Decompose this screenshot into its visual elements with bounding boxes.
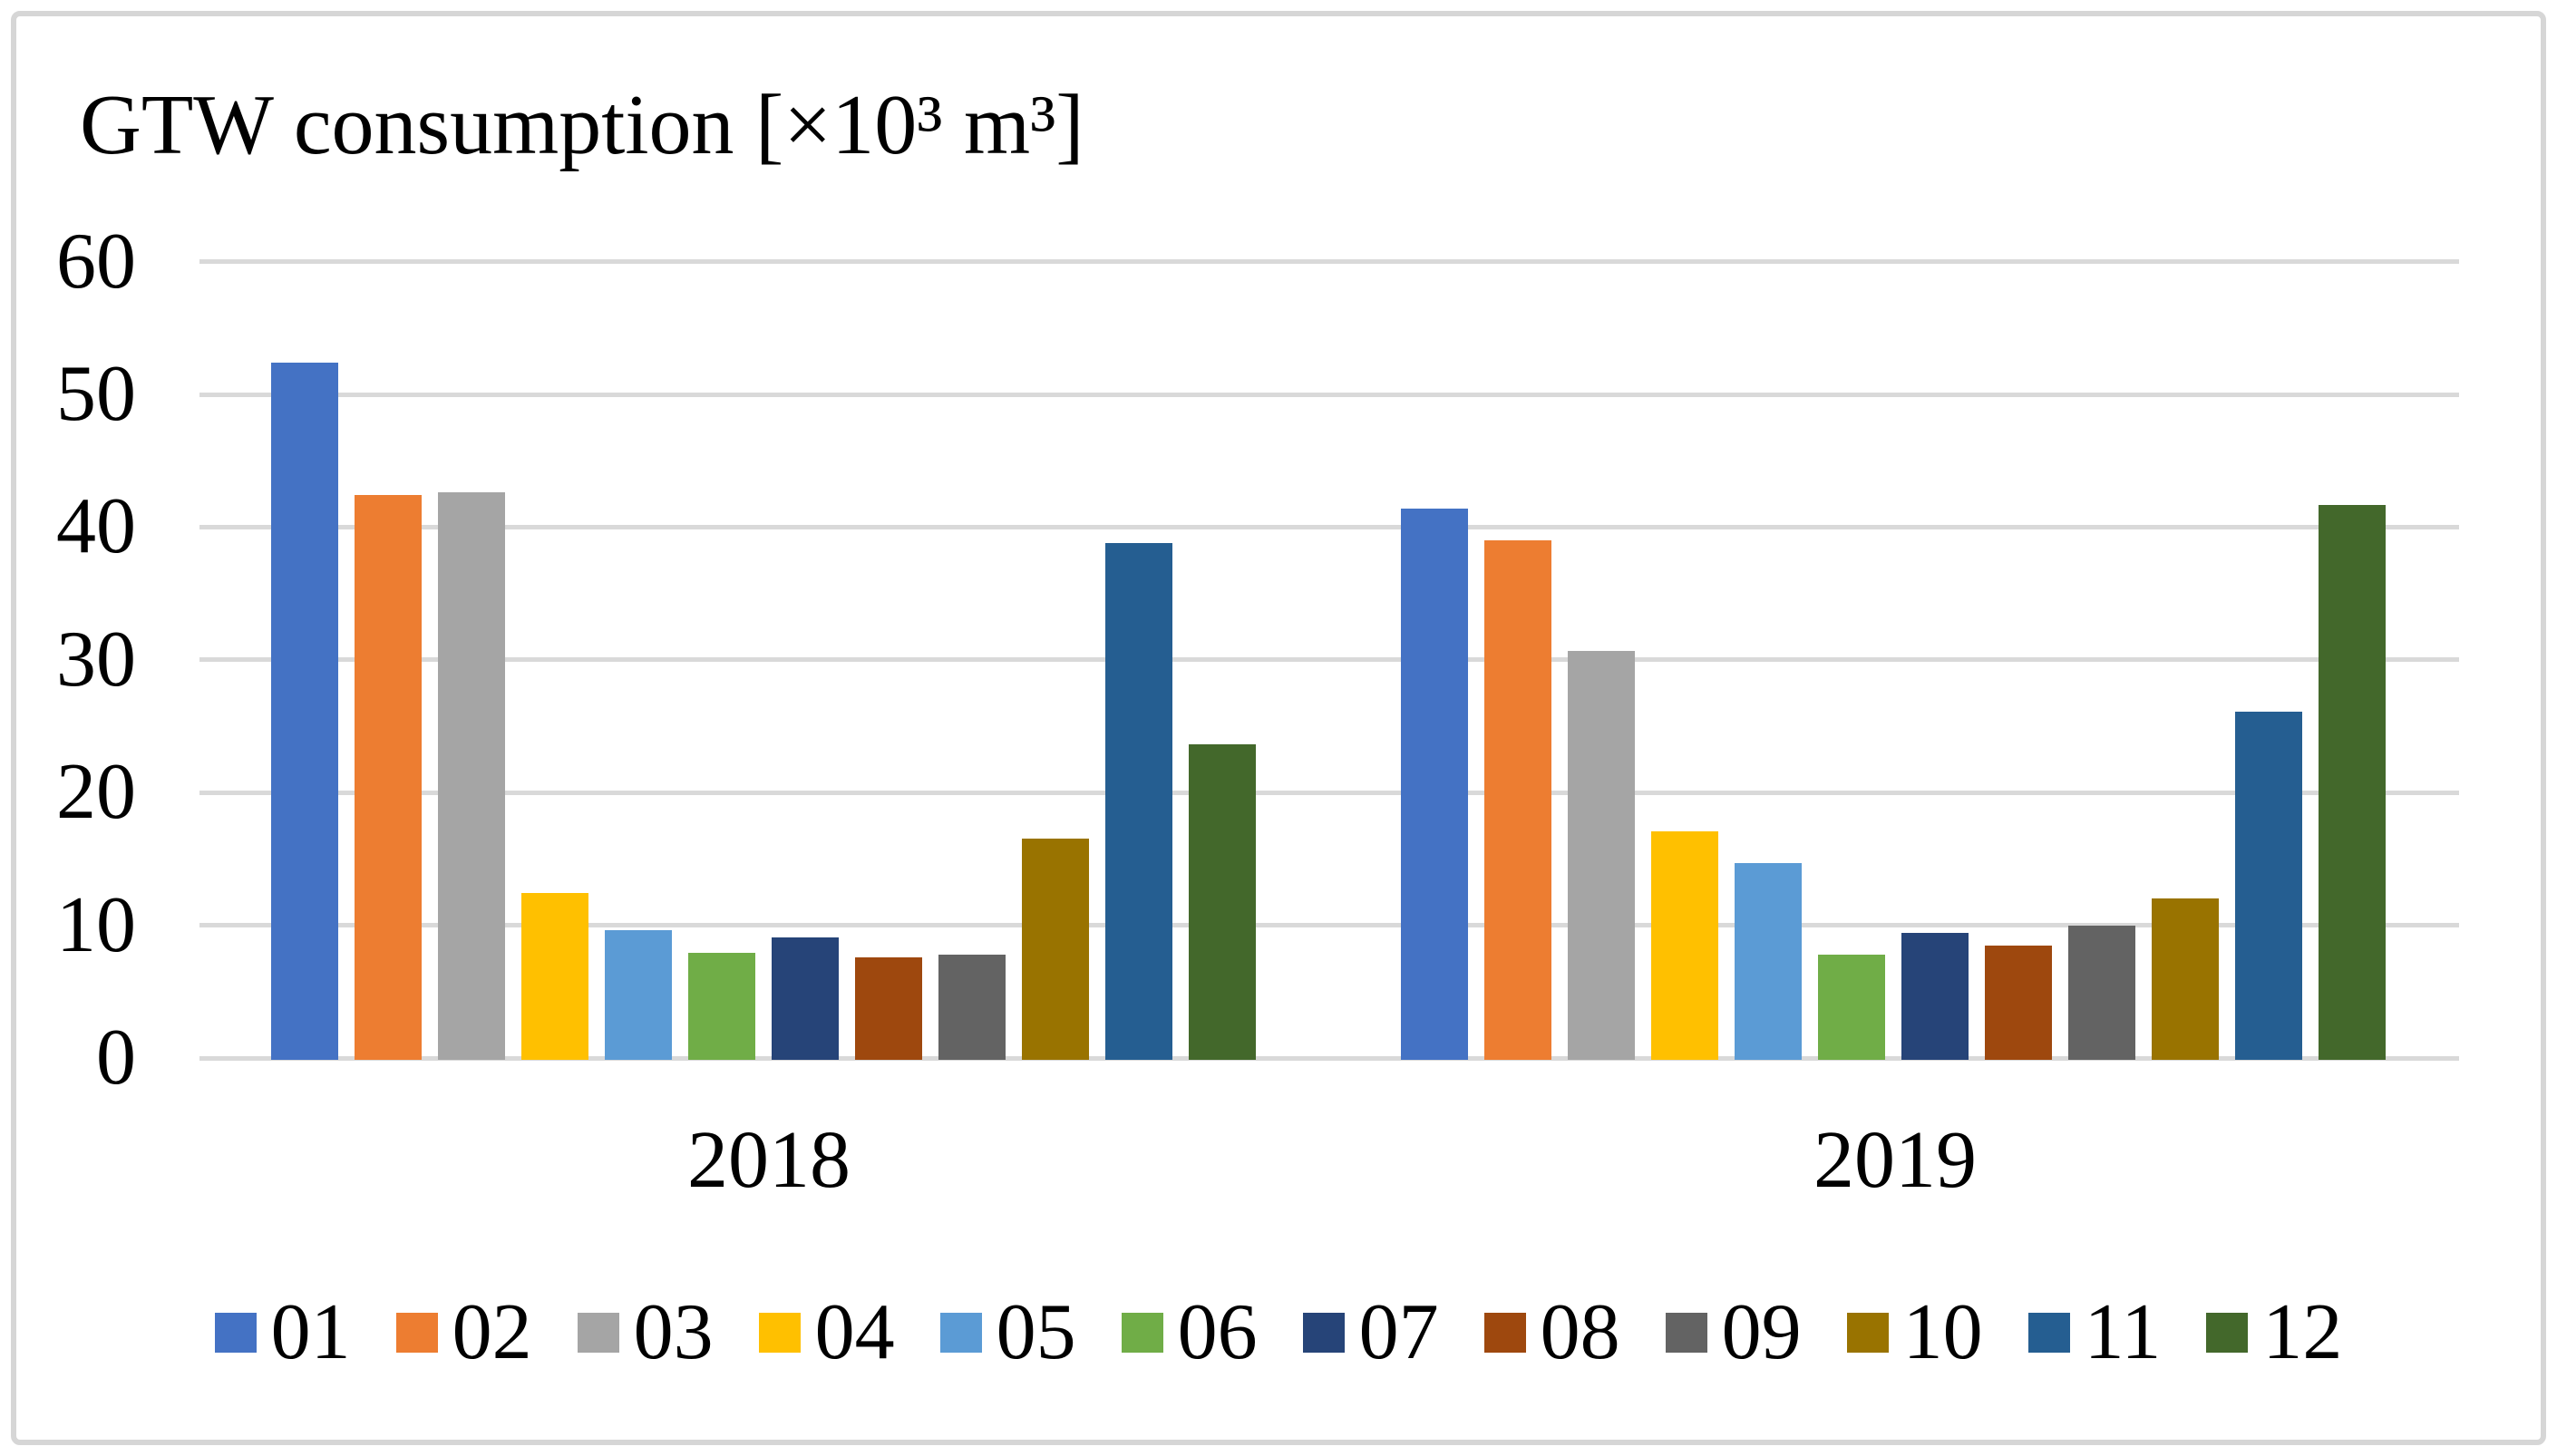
bar-2018-07 bbox=[772, 937, 839, 1061]
x-axis-category-label: 2019 bbox=[1813, 1115, 1977, 1205]
y-axis-tick-label: 50 bbox=[56, 350, 136, 438]
legend-entry-01: 01 bbox=[214, 1288, 351, 1376]
legend-swatch-icon bbox=[1665, 1313, 1707, 1353]
legend-label: 03 bbox=[633, 1288, 714, 1376]
legend-label: 10 bbox=[1902, 1288, 1983, 1376]
bar-2019-03 bbox=[1568, 650, 1635, 1061]
bar-2019-04 bbox=[1651, 830, 1718, 1061]
legend-label: 01 bbox=[270, 1288, 351, 1376]
bar-2018-12 bbox=[1189, 744, 1256, 1061]
gridline bbox=[199, 657, 2459, 663]
gridline bbox=[199, 392, 2459, 397]
x-axis-category-label: 2018 bbox=[687, 1115, 851, 1205]
bar-2019-11 bbox=[2235, 711, 2302, 1061]
bar-2018-06 bbox=[688, 953, 755, 1061]
legend-entry-03: 03 bbox=[577, 1288, 714, 1376]
legend-label: 08 bbox=[1540, 1288, 1620, 1376]
bar-2019-09 bbox=[2068, 925, 2135, 1061]
legend-entry-04: 04 bbox=[758, 1288, 895, 1376]
bar-2018-02 bbox=[355, 495, 422, 1061]
legend-label: 11 bbox=[2084, 1288, 2162, 1376]
bar-2018-04 bbox=[521, 893, 588, 1061]
bar-2019-12 bbox=[2319, 504, 2386, 1061]
gridline bbox=[199, 1055, 2459, 1061]
bar-2018-01 bbox=[271, 362, 338, 1061]
legend-entry-06: 06 bbox=[1121, 1288, 1258, 1376]
legend-entry-11: 11 bbox=[2027, 1288, 2162, 1376]
legend-swatch-icon bbox=[1302, 1313, 1345, 1353]
legend-swatch-icon bbox=[1483, 1313, 1526, 1353]
legend-swatch-icon bbox=[2027, 1313, 2070, 1353]
legend-label: 06 bbox=[1177, 1288, 1258, 1376]
legend-swatch-icon bbox=[939, 1313, 982, 1353]
legend-entry-07: 07 bbox=[1302, 1288, 1439, 1376]
bar-2019-10 bbox=[2152, 898, 2219, 1061]
bar-2018-10 bbox=[1022, 839, 1089, 1061]
legend-swatch-icon bbox=[214, 1313, 257, 1353]
y-axis-tick-label: 10 bbox=[56, 880, 136, 969]
legend-entry-09: 09 bbox=[1665, 1288, 1802, 1376]
bar-2018-08 bbox=[855, 956, 922, 1061]
bar-2019-07 bbox=[1901, 933, 1969, 1061]
legend-swatch-icon bbox=[577, 1313, 619, 1353]
bar-2018-05 bbox=[605, 930, 672, 1061]
legend-swatch-icon bbox=[2206, 1313, 2249, 1353]
legend-label: 07 bbox=[1358, 1288, 1439, 1376]
legend-label: 12 bbox=[2262, 1288, 2343, 1376]
y-axis-tick-label: 0 bbox=[96, 1014, 136, 1102]
legend-label: 09 bbox=[1721, 1288, 1802, 1376]
legend-entry-05: 05 bbox=[939, 1288, 1076, 1376]
y-axis-tick-label: 60 bbox=[56, 217, 136, 306]
y-axis-tick-label: 30 bbox=[56, 615, 136, 704]
bar-2018-09 bbox=[938, 954, 1006, 1061]
bar-2019-08 bbox=[1985, 945, 2052, 1061]
legend: 01 02 03 04 05 06 07 08 09 10 11 12 bbox=[0, 1291, 2557, 1374]
y-axis-tick-label: 40 bbox=[56, 482, 136, 571]
legend-swatch-icon bbox=[1846, 1313, 1889, 1353]
bar-2019-02 bbox=[1484, 540, 1551, 1061]
legend-entry-08: 08 bbox=[1483, 1288, 1620, 1376]
legend-swatch-icon bbox=[395, 1313, 438, 1353]
bar-2019-01 bbox=[1401, 508, 1468, 1061]
chart-title: GTW consumption [×10³ m³] bbox=[80, 78, 1084, 172]
gridline bbox=[199, 259, 2459, 265]
legend-label: 04 bbox=[814, 1288, 895, 1376]
gridline bbox=[199, 790, 2459, 795]
legend-entry-10: 10 bbox=[1846, 1288, 1983, 1376]
legend-entry-12: 12 bbox=[2206, 1291, 2342, 1374]
legend-swatch-icon bbox=[1121, 1313, 1163, 1353]
legend-swatch-icon bbox=[758, 1313, 801, 1353]
bar-2018-11 bbox=[1105, 542, 1172, 1061]
y-axis-tick-label: 20 bbox=[56, 748, 136, 837]
gridline bbox=[199, 923, 2459, 928]
gridline bbox=[199, 524, 2459, 529]
legend-label: 05 bbox=[996, 1288, 1076, 1376]
bar-2019-06 bbox=[1818, 954, 1885, 1061]
bar-2019-05 bbox=[1735, 862, 1802, 1061]
legend-entry-02: 02 bbox=[395, 1288, 532, 1376]
bar-2018-03 bbox=[438, 492, 505, 1061]
legend-label: 02 bbox=[452, 1288, 532, 1376]
